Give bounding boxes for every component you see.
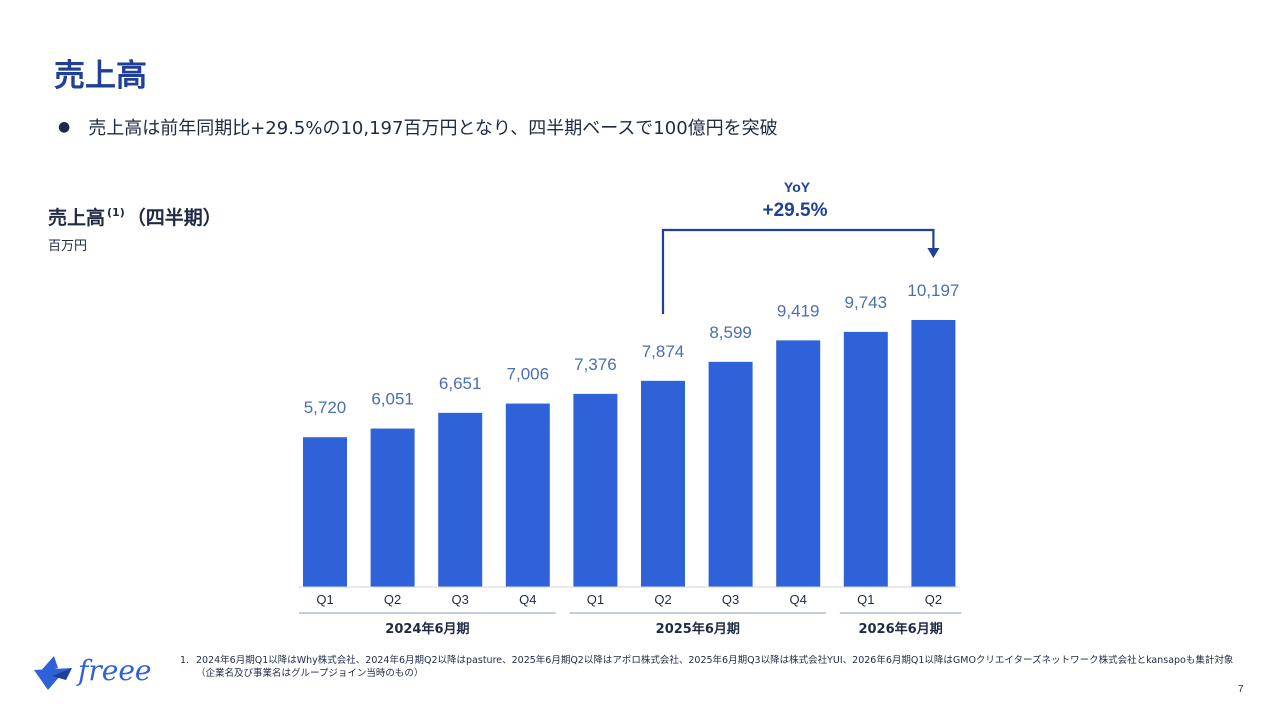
bar-4 <box>505 403 550 587</box>
summary-bullet: ● 売上高は前年同期比+29.5%の10,197百万円となり、四半期ベースで10… <box>58 114 778 140</box>
data-label-7: 8,599 <box>709 323 752 342</box>
bar-7 <box>708 361 753 587</box>
bullet-dot-icon: ● <box>58 119 71 135</box>
footnote: 1. 2024年6月期Q1以降はWhy株式会社、2024年6月期Q2以降はpas… <box>180 654 1240 680</box>
data-label-8: 9,419 <box>777 301 820 320</box>
bird-icon <box>34 656 72 690</box>
group-label-3: 2026年6月期 <box>858 621 942 637</box>
bar-9 <box>843 331 888 587</box>
chart-title: 売上高 (1) （四半期） <box>48 203 222 230</box>
chart-unit: 百万円 <box>48 239 88 254</box>
yoy-arrow-line <box>661 228 935 314</box>
category-label-8: Q4 <box>790 592 807 607</box>
data-label-6: 7,874 <box>642 342 685 361</box>
footnote-text: 2024年6月期Q1以降はWhy株式会社、2024年6月期Q2以降はpastur… <box>196 655 1234 679</box>
footnote-number: 1. <box>180 655 190 666</box>
group-label-1: 2024年6月期 <box>385 621 469 637</box>
chart-title-footnote-ref: (1) <box>107 206 125 219</box>
category-label-4: Q4 <box>519 592 536 607</box>
bar-3 <box>438 412 483 587</box>
bar-1 <box>303 437 347 587</box>
yoy-value: +29.5% <box>762 200 828 221</box>
summary-text: 売上高は前年同期比+29.5%の10,197百万円となり、四半期ベースで100億… <box>88 118 778 139</box>
category-label-7: Q3 <box>722 592 739 607</box>
category-label-6: Q2 <box>654 592 671 607</box>
chart-title-text: 売上高 <box>48 207 106 229</box>
category-label-3: Q3 <box>452 592 469 607</box>
slide-title: 売上高 <box>54 58 147 94</box>
group-label-2: 2025年6月期 <box>656 621 740 637</box>
chart-title-suffix: （四半期） <box>126 207 222 229</box>
yoy-arrow-head-icon <box>927 248 940 258</box>
data-label-2: 6,051 <box>371 390 414 409</box>
data-label-9: 9,743 <box>845 293 888 312</box>
category-label-10: Q2 <box>925 592 942 607</box>
page-number: 7 <box>1238 684 1244 695</box>
freee-logo: freee <box>32 646 162 701</box>
category-label-2: Q2 <box>384 592 401 607</box>
data-label-3: 6,651 <box>439 374 482 393</box>
data-label-5: 7,376 <box>574 355 617 374</box>
data-label-4: 7,006 <box>507 365 550 384</box>
category-label-9: Q1 <box>857 592 874 607</box>
yoy-label: YoY <box>783 179 811 195</box>
bar-5 <box>573 393 618 587</box>
data-label-10: 10,197 <box>907 281 959 300</box>
category-label-5: Q1 <box>587 592 604 607</box>
bar-10 <box>911 320 956 587</box>
bar-2 <box>370 428 415 587</box>
category-label-1: Q1 <box>316 592 333 607</box>
bar-6 <box>641 380 685 587</box>
bar-8 <box>776 340 821 587</box>
logo-wordmark: freee <box>76 654 151 687</box>
data-label-1: 5,720 <box>304 398 347 417</box>
